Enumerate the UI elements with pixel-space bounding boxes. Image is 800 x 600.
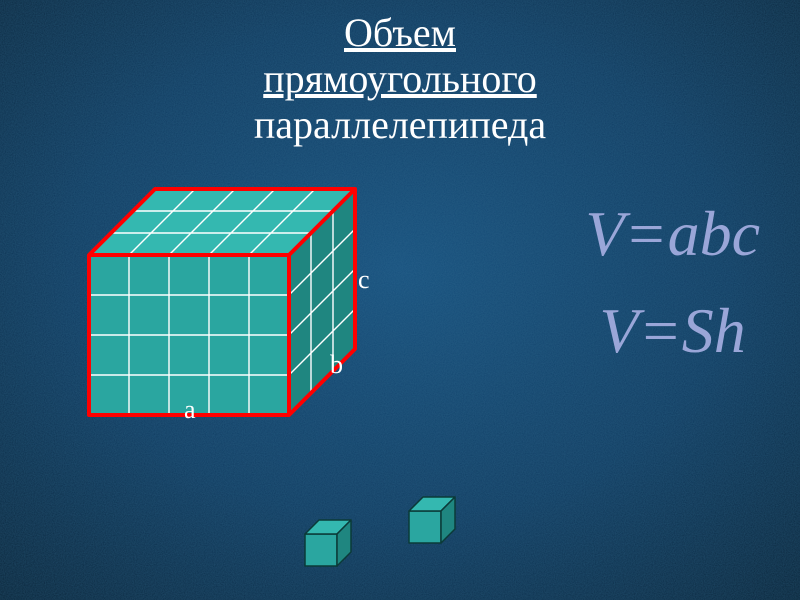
formulas-block: V=abc V=Sh bbox=[585, 200, 760, 364]
title-line-2: прямоугольного bbox=[263, 56, 537, 101]
formula-v-sh: V=Sh bbox=[585, 297, 760, 364]
title-line-1: Объем bbox=[344, 10, 456, 55]
title-line-3: параллелепипеда bbox=[254, 102, 546, 147]
label-a: a bbox=[184, 395, 196, 425]
label-c: c bbox=[358, 265, 370, 295]
slide-title: Объем прямоугольного параллелепипеда bbox=[0, 10, 800, 148]
small-cube-2 bbox=[407, 495, 459, 547]
cuboid-diagram bbox=[85, 185, 363, 423]
formula-v-abc: V=abc bbox=[585, 200, 760, 267]
small-cube-1 bbox=[303, 518, 355, 570]
label-b: b bbox=[330, 350, 343, 380]
